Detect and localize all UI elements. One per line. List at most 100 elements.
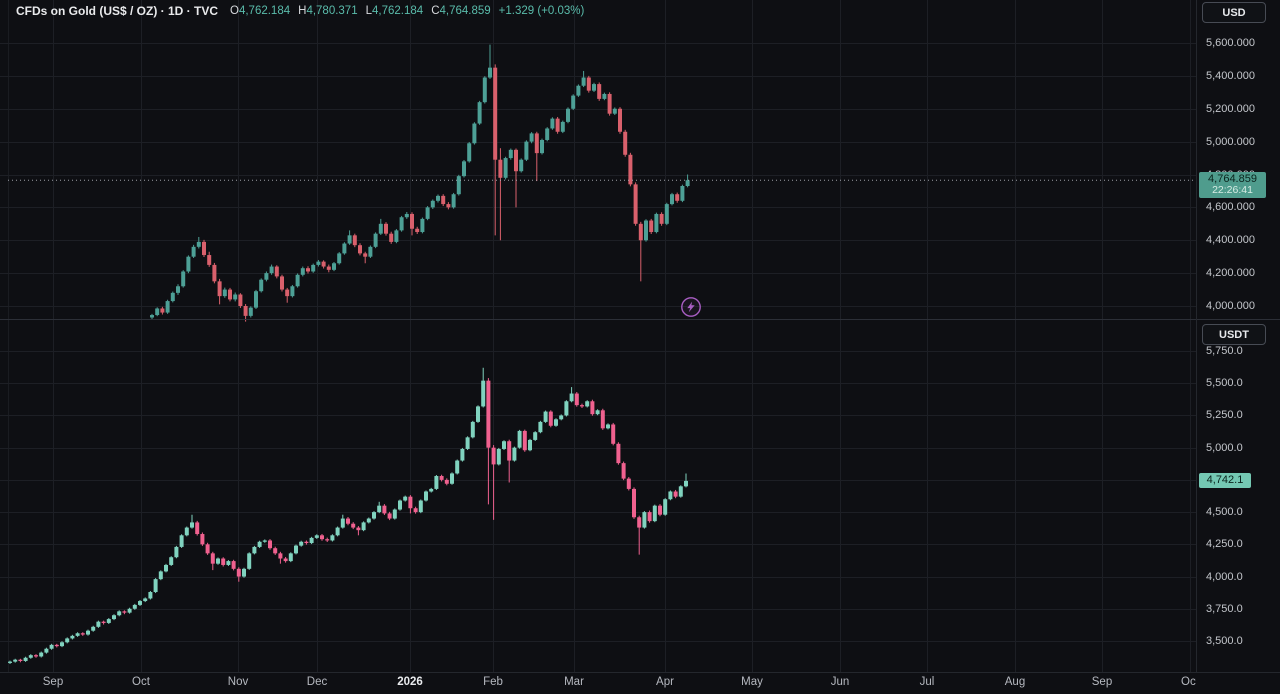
- candle-body: [392, 509, 397, 519]
- candle-body: [550, 118, 555, 129]
- candle-body: [434, 476, 439, 489]
- candle-body: [65, 638, 70, 643]
- candle-body: [566, 108, 570, 122]
- candle-body: [311, 264, 316, 272]
- candle-body: [595, 410, 600, 415]
- candle-body: [195, 522, 200, 535]
- candle-body: [446, 204, 451, 208]
- candle-body: [200, 534, 205, 545]
- candle-body: [169, 557, 174, 565]
- candle-body: [514, 149, 518, 172]
- candle-body: [559, 415, 564, 420]
- candle-body: [363, 253, 368, 257]
- candle-body: [663, 499, 668, 515]
- candle-body: [300, 268, 305, 275]
- candle-body: [127, 608, 132, 613]
- candle-body: [252, 546, 257, 554]
- candle-body: [233, 294, 238, 300]
- currency-button-usdt[interactable]: USDT: [1202, 324, 1266, 345]
- candle-body: [165, 301, 170, 313]
- candle-body: [288, 553, 293, 562]
- boost-button[interactable]: [679, 295, 703, 319]
- candle-body: [678, 486, 683, 497]
- candle-body: [332, 263, 336, 270]
- candle-body: [247, 553, 252, 569]
- candle-body: [368, 246, 373, 257]
- candle-body: [548, 411, 553, 426]
- candle-body: [212, 264, 217, 282]
- price-tick-label: 5,250.0: [1206, 409, 1243, 422]
- pane-separator[interactable]: [0, 319, 1280, 320]
- candle-body: [221, 558, 226, 565]
- candle-body: [508, 149, 513, 159]
- candle-body: [54, 644, 59, 647]
- candle-body: [555, 118, 560, 132]
- candle-body: [106, 619, 111, 623]
- time-axis-label: Jul: [919, 676, 935, 688]
- candle-body: [673, 491, 678, 497]
- price-change: +1.329 (+0.03%): [498, 5, 585, 17]
- candle-body: [314, 535, 319, 538]
- time-axis-label: Oct: [1181, 676, 1196, 688]
- candle-body: [377, 505, 382, 513]
- candle-body: [403, 496, 408, 501]
- candle-body: [18, 659, 23, 661]
- candle-body: [216, 558, 220, 564]
- price-tick-label: 5,500.0: [1206, 377, 1243, 390]
- candle-body: [269, 266, 274, 274]
- candle-body: [326, 266, 331, 270]
- candle-body: [226, 561, 231, 565]
- candle-body: [545, 128, 550, 140]
- candle-body: [23, 657, 28, 661]
- candle-body: [456, 176, 461, 195]
- time-axis-label: Sep: [42, 676, 64, 688]
- candle-body: [519, 159, 524, 172]
- candle-body: [243, 306, 248, 316]
- candle-body: [675, 194, 680, 201]
- candle-body: [366, 518, 371, 523]
- candle-body: [444, 479, 449, 484]
- candle-body: [654, 213, 659, 233]
- candle-body: [637, 517, 642, 528]
- candle-body: [410, 213, 414, 229]
- candle-body: [304, 541, 309, 544]
- candle-body: [372, 512, 376, 519]
- candle-body: [633, 184, 638, 224]
- candle-body: [361, 522, 366, 531]
- candle-body: [373, 233, 378, 247]
- price-tick-label: 5,000.0: [1206, 441, 1243, 454]
- candle-body: [13, 659, 18, 662]
- price-axis-border: [1196, 0, 1197, 672]
- currency-button-usd[interactable]: USD: [1202, 2, 1266, 23]
- price-axis[interactable]: USD USDT 4,764.859 22:26:41 4,742.1 5,60…: [1197, 0, 1280, 672]
- candle-body: [394, 230, 399, 242]
- candle-body: [439, 476, 444, 480]
- candle-body: [647, 512, 652, 522]
- candle-body: [351, 523, 356, 528]
- candle-body: [238, 294, 243, 306]
- chart-legend: CFDs on Gold (US$ / OZ) · 1D · TVC O4,76…: [16, 3, 584, 19]
- time-axis-label: Dec: [306, 676, 328, 688]
- candle-body: [389, 233, 394, 242]
- candle-body: [626, 478, 631, 489]
- candle-body: [210, 553, 215, 564]
- symbol-title[interactable]: CFDs on Gold (US$ / OZ) · 1D · TVC: [16, 4, 218, 18]
- price-tick-label: 3,500.0: [1206, 635, 1243, 647]
- candle-body: [680, 186, 685, 201]
- candle-body: [101, 621, 106, 623]
- candle-body: [460, 448, 465, 461]
- time-axis-label: Jun: [830, 676, 850, 688]
- candle-body: [507, 441, 512, 461]
- ohlc-low: L4,762.184: [365, 5, 424, 17]
- candle-body: [418, 500, 423, 513]
- price-tick-label: 4,000.0: [1206, 570, 1243, 583]
- candle-body: [117, 611, 122, 616]
- time-axis-label: Oct: [132, 676, 150, 688]
- candle-body: [248, 307, 253, 316]
- candle-body: [415, 228, 420, 233]
- candle-body: [496, 448, 501, 465]
- candle-body: [564, 401, 569, 416]
- time-axis[interactable]: Sep Oct Nov Dec 2026 Feb Mar Apr May Jun Jul Aug Sep…: [0, 673, 1196, 694]
